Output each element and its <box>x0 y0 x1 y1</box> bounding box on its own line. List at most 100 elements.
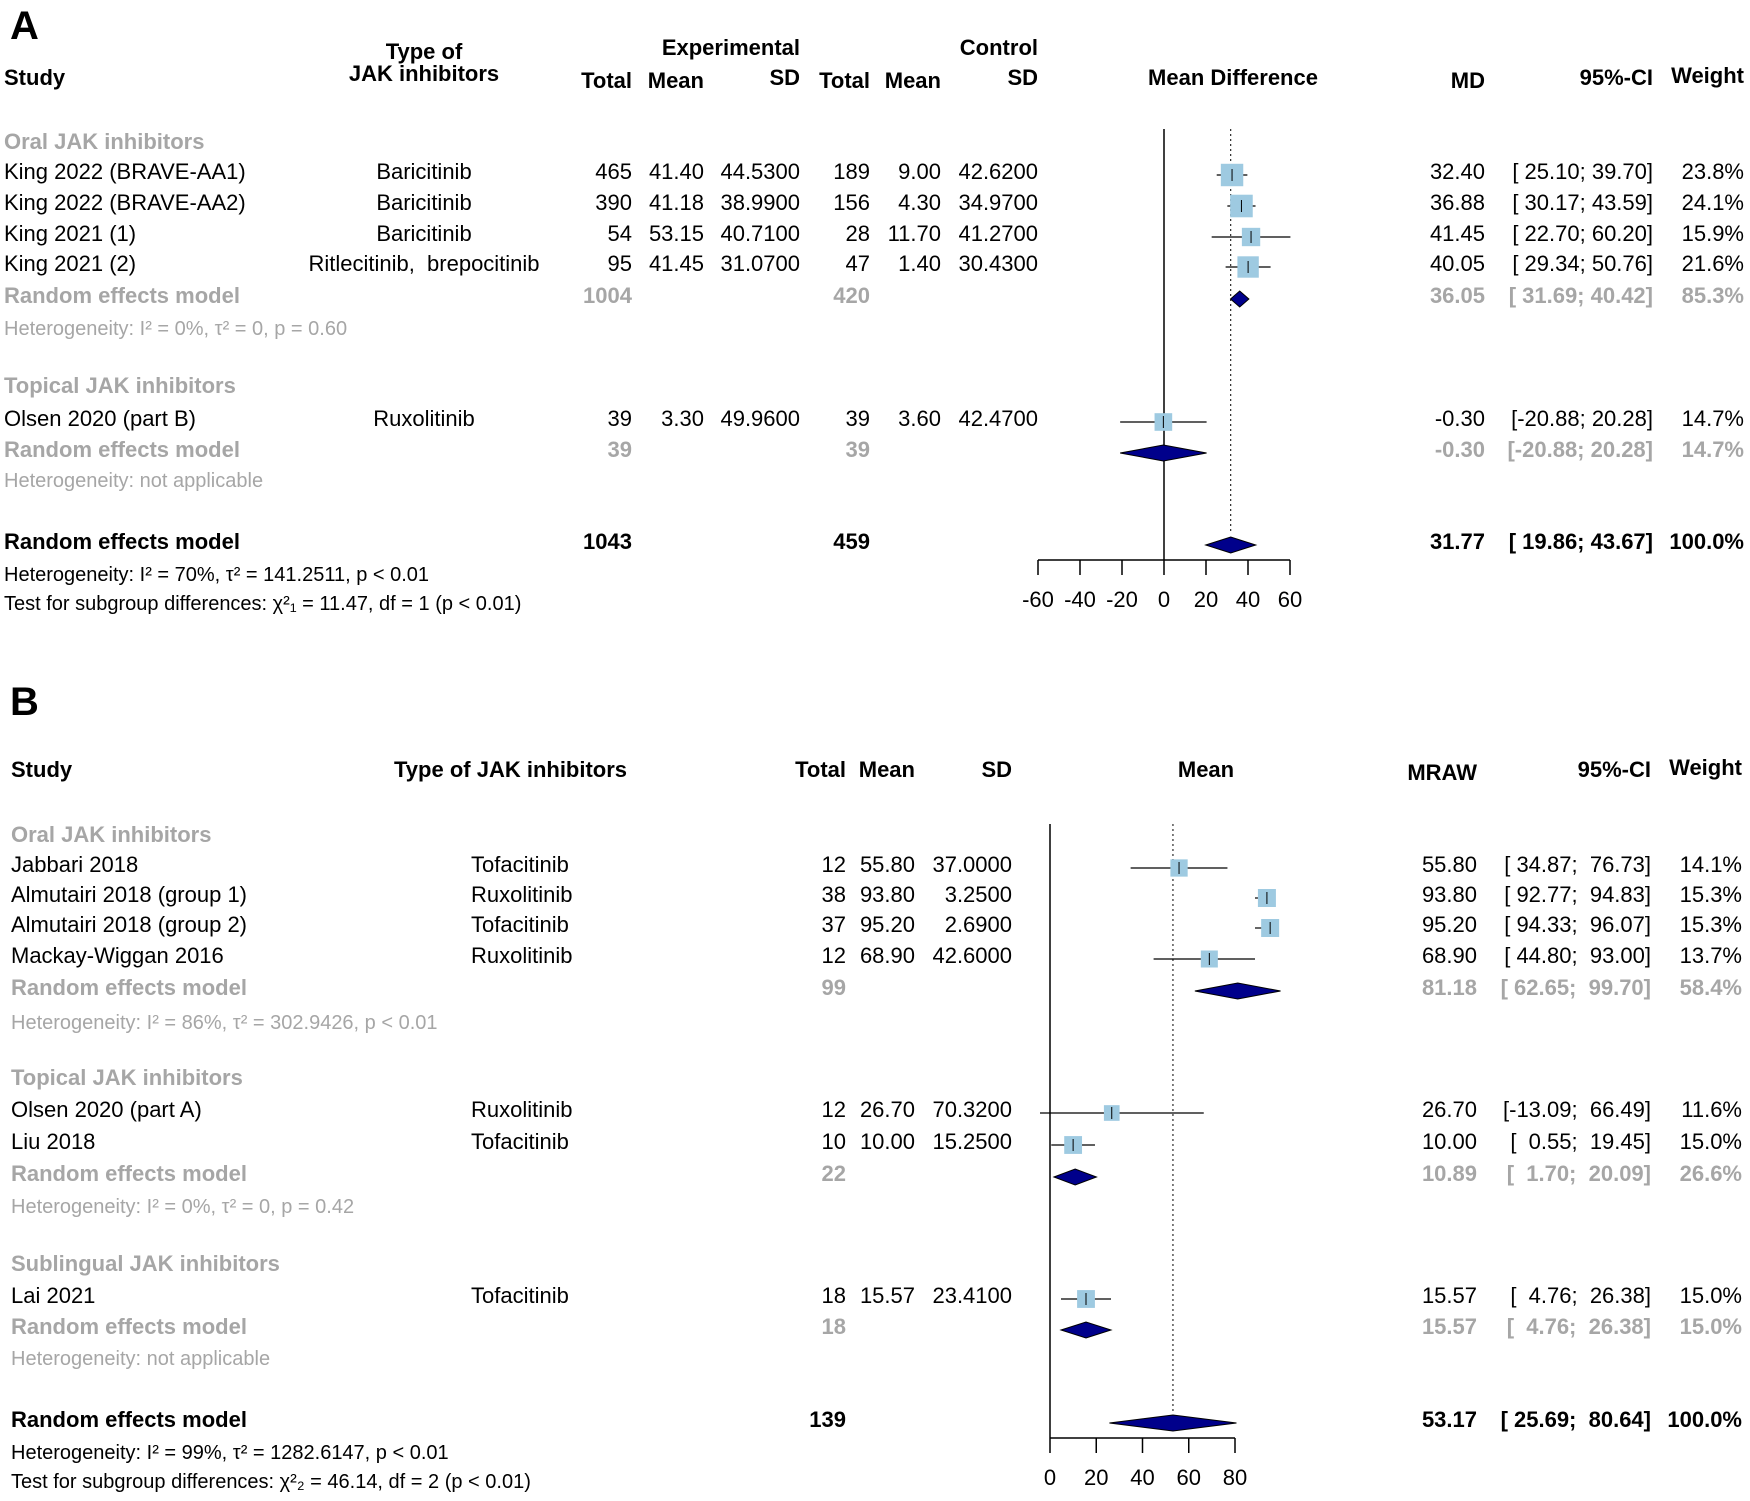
cell-ci: [ 25.69; 80.64] <box>1500 1407 1651 1432</box>
pooled-estimate-diamond <box>1109 1414 1237 1432</box>
cell-e-sd: 49.9600 <box>720 406 800 431</box>
header-control: Control <box>959 35 1038 60</box>
cell-weight: 14.1% <box>1679 852 1742 877</box>
cell-weight: 15.3% <box>1679 882 1742 907</box>
cell-weight: 58.4% <box>1679 975 1742 1000</box>
cell-c-mean: 1.40 <box>898 251 941 276</box>
cell-e-mean: 41.18 <box>648 190 704 215</box>
cell-ci: [ 4.76; 26.38] <box>1506 1314 1651 1339</box>
cell-weight: 14.7% <box>1681 437 1744 462</box>
cell-est: 10.00 <box>1421 1129 1477 1154</box>
cell-e-total: 1004 <box>583 283 632 308</box>
header-sd: SD <box>981 757 1012 782</box>
cell-type: Tofacitinib <box>471 912 569 937</box>
cell-c-sd: 34.9700 <box>958 190 1038 215</box>
pooled-estimate-diamond <box>1229 290 1250 308</box>
header-exp-mean: Mean <box>647 68 704 93</box>
cell-e-total: 465 <box>595 159 632 184</box>
cell-est: 26.70 <box>1421 1097 1477 1122</box>
cell-c-sd: 42.6200 <box>958 159 1038 184</box>
cell-e-total: 37 <box>821 912 846 937</box>
cell-c-sd: 30.4300 <box>958 251 1038 276</box>
cell-weight: 100.0% <box>1667 1407 1742 1432</box>
study-name: King 2022 (BRAVE-AA1) <box>4 159 246 184</box>
subgroup-header: Sublingual JAK inhibitors <box>11 1251 280 1276</box>
cell-e-sd: 2.6900 <box>944 912 1012 937</box>
cell-c-mean: 11.70 <box>887 221 941 246</box>
cell-ci: [ 4.76; 26.38] <box>1510 1283 1651 1308</box>
cell-est: 31.77 <box>1429 529 1485 554</box>
cell-ci: [ 92.77; 94.83] <box>1504 882 1651 907</box>
subgroup-header: Oral JAK inhibitors <box>4 129 205 154</box>
header-estimate: MD <box>1450 68 1485 93</box>
x-tick-label: -20 <box>1106 587 1138 612</box>
cell-est: 10.89 <box>1421 1161 1477 1186</box>
study-name: Olsen 2020 (part B) <box>4 406 196 431</box>
cell-est: 41.45 <box>1429 221 1485 246</box>
cell-e-total: 139 <box>809 1407 846 1432</box>
study-name: King 2022 (BRAVE-AA2) <box>4 190 246 215</box>
header-type: Type of JAK inhibitors <box>348 39 500 86</box>
cell-weight: 24.1% <box>1681 190 1744 215</box>
cell-ci: [ 62.65; 99.70] <box>1500 975 1651 1000</box>
cell-e-sd: 42.6000 <box>932 943 1012 968</box>
study-name: King 2021 (2) <box>4 251 137 276</box>
header-ctrl-sd: SD <box>1007 65 1038 90</box>
subgroup-header: Topical JAK inhibitors <box>4 373 236 398</box>
cell-type: Tofacitinib <box>471 1129 569 1154</box>
cell-e-total: 12 <box>821 1097 846 1122</box>
cell-est: 15.57 <box>1421 1314 1477 1339</box>
study-name: King 2021 (1) <box>4 221 137 246</box>
cell-e-sd: 40.7100 <box>720 221 800 246</box>
subgroup-header: Oral JAK inhibitors <box>11 822 212 847</box>
header-ci: 95%-CI <box>1577 757 1651 782</box>
cell-e-mean: 26.70 <box>859 1097 915 1122</box>
heterogeneity-text: Heterogeneity: I² = 0%, τ² = 0, p = 0.42 <box>11 1196 355 1218</box>
cell-e-sd: 3.2500 <box>944 882 1012 907</box>
cell-c-mean: 9.00 <box>898 159 941 184</box>
cell-type: Ruxolitinib <box>373 406 475 431</box>
cell-type: Baricitinib <box>376 159 472 184</box>
subgroup-header: Topical JAK inhibitors <box>11 1065 243 1090</box>
x-tick-label: 60 <box>1176 1465 1201 1490</box>
header-exp-total: Total <box>581 68 632 93</box>
cell-e-mean: 3.30 <box>661 406 704 431</box>
header-ctrl-mean: Mean <box>884 68 941 93</box>
heterogeneity-text: Heterogeneity: I² = 86%, τ² = 302.9426, … <box>11 1012 438 1034</box>
cell-c-sd: 42.4700 <box>958 406 1038 431</box>
study-name: Jabbari 2018 <box>11 852 139 877</box>
cell-ci: [ 0.55; 19.45] <box>1510 1129 1651 1154</box>
cell-c-mean: 4.30 <box>898 190 941 215</box>
header-total: Total <box>795 757 846 782</box>
overall-model-label: Random effects model <box>4 529 240 554</box>
subgroup-model-label: Random effects model <box>11 1314 247 1339</box>
header-study: Study <box>4 65 66 90</box>
header-mean: Mean <box>858 757 915 782</box>
study-name: Almutairi 2018 (group 2) <box>11 912 248 937</box>
cell-e-total: 18 <box>821 1314 846 1339</box>
cell-weight: 21.6% <box>1681 251 1744 276</box>
cell-ci: [ 22.70; 60.20] <box>1512 221 1653 246</box>
cell-ci: [ 25.10; 39.70] <box>1512 159 1653 184</box>
cell-e-total: 38 <box>821 882 846 907</box>
cell-weight: 23.8% <box>1681 159 1744 184</box>
cell-ci: [ 31.69; 40.42] <box>1508 283 1653 308</box>
cell-est: 53.17 <box>1421 1407 1477 1432</box>
cell-est: 81.18 <box>1421 975 1477 1000</box>
study-name: Almutairi 2018 (group 1) <box>11 882 248 907</box>
x-tick-label: 40 <box>1235 587 1261 612</box>
study-name: Lai 2021 <box>11 1283 96 1308</box>
subgroup-model-label: Random effects model <box>11 1161 247 1186</box>
cell-c-sd: 41.2700 <box>958 221 1038 246</box>
cell-est: 93.80 <box>1421 882 1477 907</box>
cell-e-mean: 93.80 <box>859 882 915 907</box>
cell-e-mean: 68.90 <box>859 943 915 968</box>
cell-est: -0.30 <box>1434 406 1485 431</box>
header-plot: Mean <box>1177 757 1235 782</box>
header-weight: Weight <box>1671 63 1744 88</box>
header-study: Study <box>11 757 73 782</box>
cell-c-total: 156 <box>833 190 870 215</box>
study-name: Liu 2018 <box>11 1129 96 1154</box>
